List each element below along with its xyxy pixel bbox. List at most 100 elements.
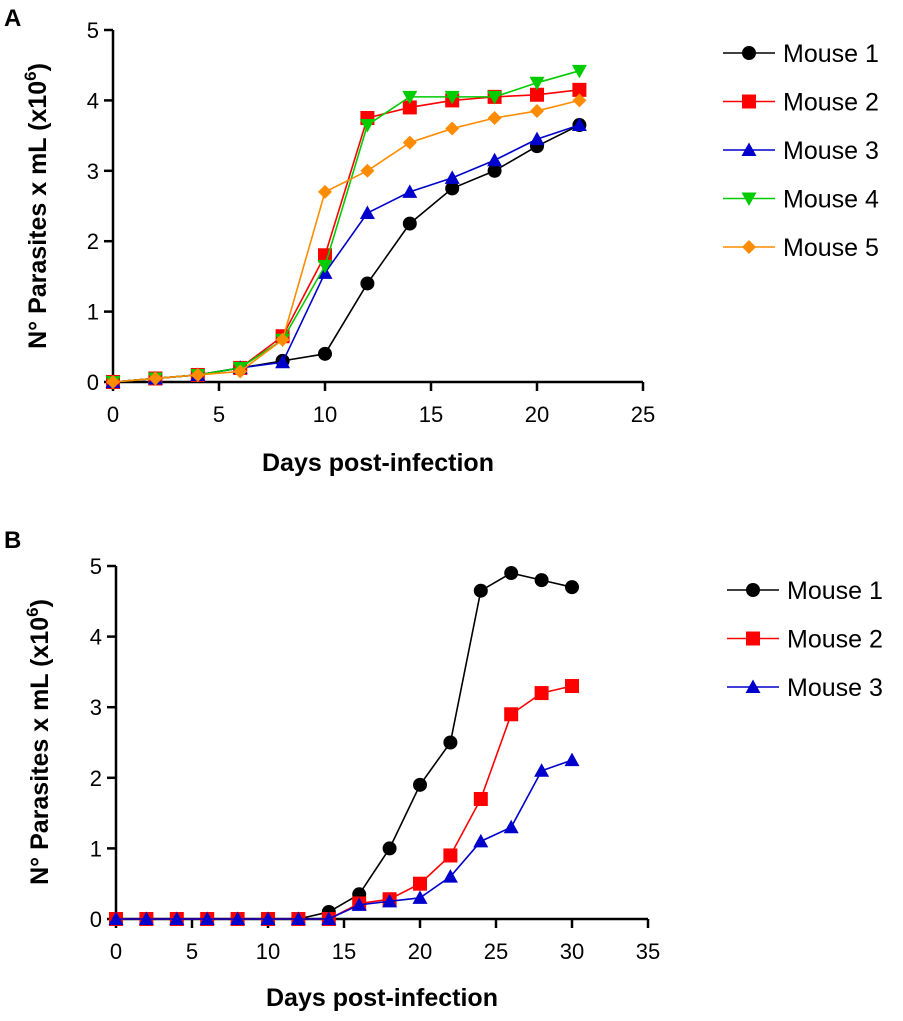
data-point — [572, 93, 587, 108]
panel-b-legend-item-1: Mouse 1 — [727, 577, 883, 605]
data-point — [529, 76, 545, 91]
data-point — [413, 876, 427, 891]
legend-marker — [746, 631, 760, 646]
data-point — [169, 911, 185, 925]
panel-b-x-tick-label: 0 — [110, 939, 122, 964]
panel-a-x-tick-label: 10 — [313, 402, 337, 427]
data-point — [359, 119, 375, 133]
data-point — [318, 184, 332, 199]
data-point — [321, 911, 337, 925]
y-axis-title-main: N° Parasites x mL (x10 — [26, 617, 54, 885]
panel-b-y-tick-label: 4 — [90, 625, 102, 650]
y-axis-title-close: ) — [26, 599, 54, 607]
panel-b: B 0 1 2 3 4 5 0 5 10 15 20 25 30 35 Days post-infectio… — [4, 527, 883, 1012]
panel-b-series-1 — [109, 566, 579, 926]
legend-label: Mouse 3 — [787, 674, 883, 702]
data-point — [382, 841, 397, 856]
data-point — [382, 893, 398, 908]
data-point — [318, 346, 332, 361]
data-point — [402, 184, 418, 198]
panel-b-x-tick-label: 10 — [256, 939, 280, 964]
legend-label: Mouse 3 — [783, 137, 879, 165]
data-point — [445, 181, 460, 196]
panel-b-x-tick-label: 15 — [332, 939, 356, 964]
data-point — [443, 735, 458, 750]
panel-b-y-tick-label: 3 — [90, 695, 102, 720]
data-point — [487, 163, 502, 178]
panel-a: A 0 1 2 3 4 5 0 5 10 15 20 25 Days post-infection N° … — [4, 5, 879, 477]
data-point — [290, 911, 306, 925]
legend-label: Mouse 1 — [787, 577, 883, 605]
panel-a-y-tick-label: 0 — [87, 370, 99, 395]
panel-a-y-tick-label: 3 — [87, 159, 99, 184]
panel-a-series-2 — [106, 82, 587, 389]
legend-marker — [745, 679, 761, 693]
data-point — [275, 354, 291, 369]
y-axis-title-close: ) — [24, 63, 52, 71]
legend-marker — [746, 583, 760, 597]
panel-a-letter: A — [4, 5, 21, 32]
panel-b-x-tick-label: 25 — [484, 939, 508, 964]
data-point — [473, 583, 488, 598]
data-point — [317, 259, 333, 274]
legend-label: Mouse 1 — [783, 40, 879, 68]
legend-label: Mouse 2 — [783, 89, 879, 117]
data-point — [571, 117, 587, 132]
data-point — [503, 819, 519, 834]
data-point — [442, 869, 458, 883]
panel-a-y-tick-label: 2 — [87, 229, 99, 254]
data-point — [534, 763, 550, 777]
data-point — [487, 152, 503, 167]
panel-b-legend-item-3: Mouse 3 — [727, 674, 883, 702]
series-line — [116, 572, 573, 920]
panel-a-series-3 — [105, 117, 587, 388]
data-point — [572, 82, 587, 97]
data-point — [571, 64, 587, 79]
series-line — [116, 759, 573, 920]
data-point — [402, 100, 417, 115]
panel-a-series-1 — [106, 118, 587, 389]
panel-b-legend-item-2: Mouse 2 — [727, 626, 883, 654]
panel-a-y-tick-label: 5 — [87, 18, 99, 43]
data-point — [148, 371, 163, 386]
panel-a-x-axis-title: Days post-infection — [262, 449, 494, 477]
data-point — [504, 707, 519, 722]
data-point — [360, 276, 375, 291]
data-point — [190, 367, 205, 382]
panel-a-x-tick-label: 20 — [525, 402, 549, 427]
data-point — [534, 686, 549, 701]
panel-a-y-tick-label: 1 — [87, 300, 99, 325]
y-axis-title-main: N° Parasites x mL (x10 — [24, 81, 52, 349]
data-point — [106, 375, 120, 389]
legend-marker — [741, 142, 757, 156]
panel-b-x-tick-label: 35 — [636, 939, 660, 964]
data-point — [444, 90, 460, 105]
data-point — [565, 580, 579, 595]
data-point — [108, 911, 124, 925]
legend-marker — [742, 94, 756, 109]
panel-b-letter: B — [4, 527, 21, 554]
panel-a-x-tick-label: 5 — [213, 402, 225, 427]
panel-b-x-tick-label: 5 — [186, 939, 198, 964]
data-point — [445, 121, 460, 136]
data-point — [199, 911, 215, 925]
panel-b-y-tick-label: 0 — [90, 907, 102, 932]
data-point — [487, 90, 503, 105]
panel-b-series-2 — [109, 679, 579, 926]
data-point — [413, 777, 427, 792]
series-line — [112, 99, 580, 383]
panel-a-x-tick-label: 25 — [631, 402, 655, 427]
y-axis-title-superscript: 6 — [23, 607, 42, 616]
panel-a-legend-item-2: Mouse 2 — [723, 89, 879, 117]
series-line — [112, 124, 580, 383]
panel-a-legend-item-4: Mouse 4 — [723, 186, 879, 214]
legend-label: Mouse 5 — [783, 234, 879, 262]
panel-b-x-tick-label: 30 — [560, 939, 584, 964]
data-point — [402, 216, 417, 231]
series-line — [112, 124, 580, 383]
series-line — [112, 89, 580, 383]
panel-b-y-tick-label: 1 — [90, 836, 102, 861]
legend-marker — [742, 46, 756, 60]
data-point — [504, 566, 519, 581]
